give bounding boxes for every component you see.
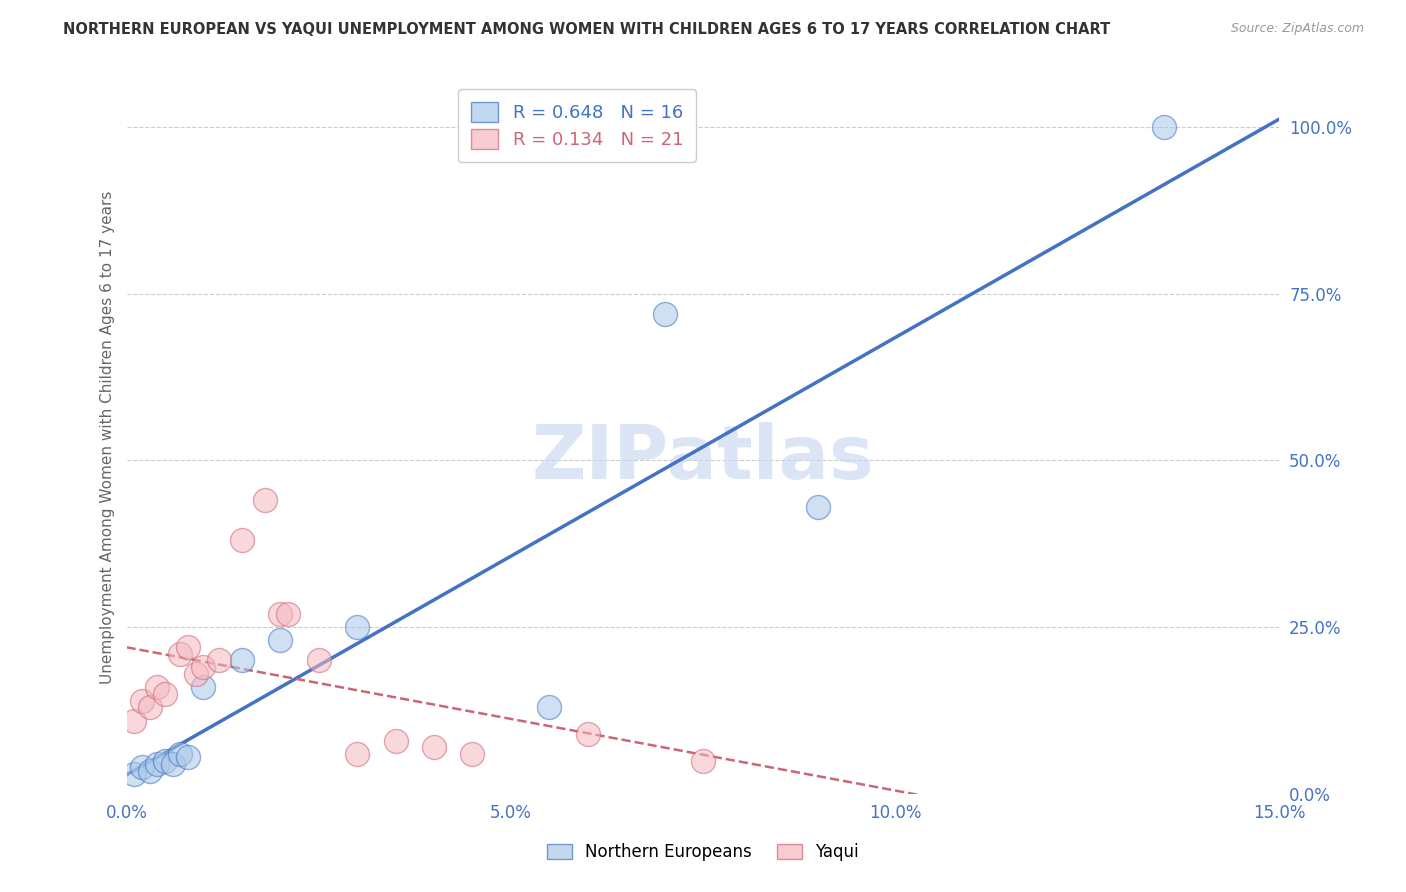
Point (231, 653, 253, 667)
Point (193, 680, 215, 694)
Point (269, 607, 291, 621)
Point (122, 714, 145, 728)
Point (146, 680, 169, 694)
Point (169, 747, 191, 761)
Text: NORTHERN EUROPEAN VS YAQUI UNEMPLOYMENT AMONG WOMEN WITH CHILDREN AGES 6 TO 17 Y: NORTHERN EUROPEAN VS YAQUI UNEMPLOYMENT … (63, 22, 1111, 37)
Point (1153, 120, 1175, 134)
Point (807, 500, 830, 515)
Point (138, 764, 160, 778)
Point (269, 633, 291, 648)
Point (146, 756, 169, 771)
Text: ZIPatlas: ZIPatlas (531, 422, 875, 495)
Point (654, 307, 676, 321)
Point (346, 620, 368, 634)
Point (461, 747, 484, 761)
Point (177, 640, 200, 655)
Point (692, 754, 714, 768)
Point (138, 700, 160, 714)
Point (423, 740, 446, 755)
Text: Source: ZipAtlas.com: Source: ZipAtlas.com (1230, 22, 1364, 36)
Point (538, 700, 561, 714)
Point (131, 760, 153, 774)
Point (153, 687, 176, 701)
Point (177, 750, 200, 764)
Point (346, 747, 368, 761)
Point (277, 607, 299, 621)
Legend: Northern Europeans, Yaqui: Northern Europeans, Yaqui (540, 837, 866, 868)
Point (131, 693, 153, 707)
Point (576, 727, 599, 741)
Point (169, 647, 191, 661)
Point (122, 767, 145, 781)
Point (184, 666, 207, 681)
Point (193, 660, 215, 674)
Point (384, 733, 406, 747)
Point (308, 653, 330, 667)
Point (253, 493, 276, 508)
Point (153, 754, 176, 768)
Y-axis label: Unemployment Among Women with Children Ages 6 to 17 years: Unemployment Among Women with Children A… (100, 190, 115, 684)
Point (162, 756, 184, 771)
Point (231, 533, 253, 548)
Point (208, 653, 231, 667)
